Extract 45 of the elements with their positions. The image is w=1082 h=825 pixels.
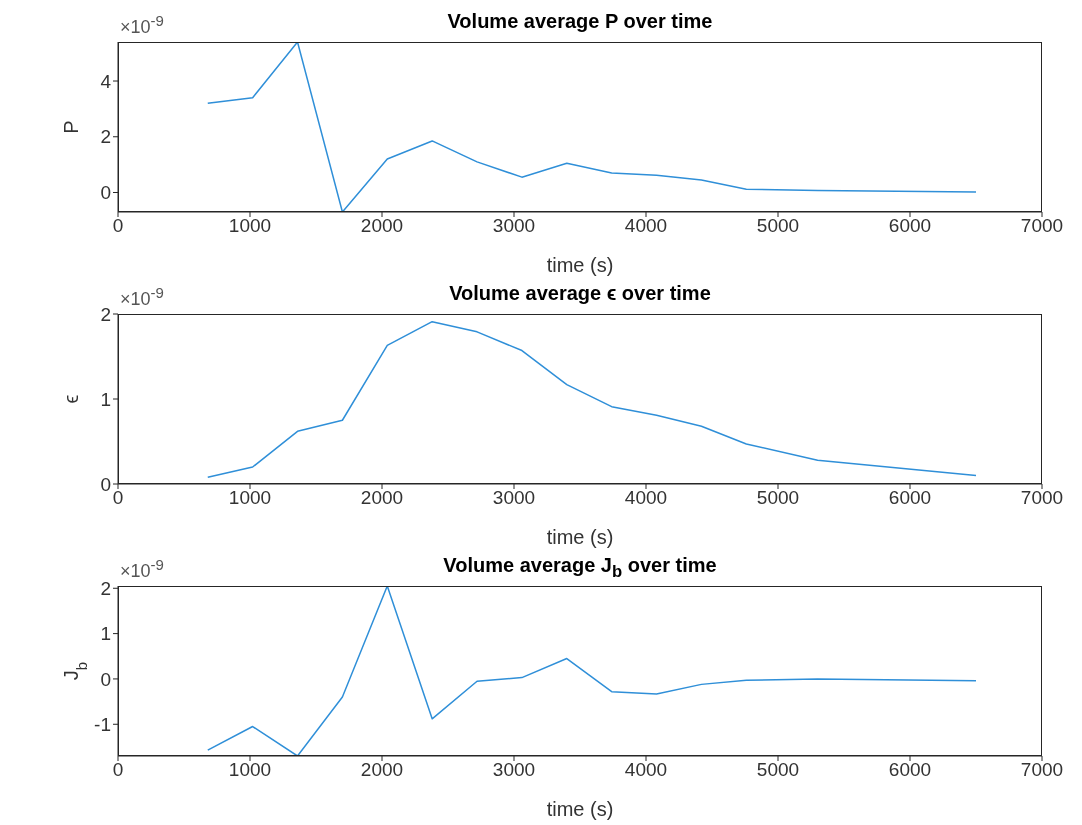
x-axis-title: time (s) — [546, 254, 614, 276]
y-axis-title: ϵ — [60, 394, 82, 404]
x-tick-label: 4000 — [624, 487, 668, 509]
chart-title: Volume average ϵ over time — [449, 282, 711, 304]
x-tick-label: 1000 — [228, 487, 272, 509]
x-tick-label: 4000 — [624, 759, 668, 781]
text: ×10$^{-9}$ — [120, 284, 164, 310]
y-tick-label: 1 — [100, 623, 111, 645]
x-axis-title: time (s) — [546, 798, 614, 820]
x-tick-label: 1000 — [228, 759, 272, 781]
y-tick-label: 2 — [100, 126, 111, 148]
x-tick-label: 3000 — [492, 215, 536, 237]
x-tick-label: 2000 — [360, 487, 404, 509]
x-tick-label: 3000 — [492, 487, 536, 509]
x-tick-label: 7000 — [1020, 759, 1064, 781]
y-tick-label: 2 — [100, 578, 111, 600]
x-tick-label: 3000 — [492, 759, 536, 781]
x-tick-label: 6000 — [888, 759, 932, 781]
x-tick-label: 5000 — [756, 487, 800, 509]
x-tick-label: 7000 — [1020, 215, 1064, 237]
x-tick-label: 2000 — [360, 215, 404, 237]
y-tick-label: 1 — [100, 388, 111, 410]
line-series — [207, 42, 977, 212]
x-tick-label: 7000 — [1020, 487, 1064, 509]
x-tick-label: 4000 — [624, 215, 668, 237]
text: ×10$^{-9}$ — [120, 12, 164, 38]
x-tick-label: 6000 — [888, 487, 932, 509]
y-tick-label: 0 — [100, 473, 111, 495]
y-tick-label: 0 — [100, 182, 111, 204]
y-tick-label: -1 — [94, 714, 111, 736]
chart-title: Volume average J$_{b}$ over time — [443, 554, 717, 581]
line-series — [207, 586, 977, 756]
y-tick-label: 4 — [100, 70, 112, 92]
text: ×10$^{-9}$ — [120, 556, 164, 582]
chart-title: Volume average P over time — [447, 10, 713, 32]
line-series — [207, 320, 977, 478]
y-tick-label: 2 — [100, 303, 111, 325]
x-tick-label: 5000 — [756, 759, 800, 781]
y-tick-label: 0 — [100, 668, 111, 690]
x-axis-title: time (s) — [546, 526, 614, 548]
y-axis-title: P — [60, 120, 82, 134]
x-tick-label: 5000 — [756, 215, 800, 237]
x-tick-label: 2000 — [360, 759, 404, 781]
x-tick-label: 1000 — [228, 215, 272, 237]
x-tick-label: 6000 — [888, 215, 932, 237]
